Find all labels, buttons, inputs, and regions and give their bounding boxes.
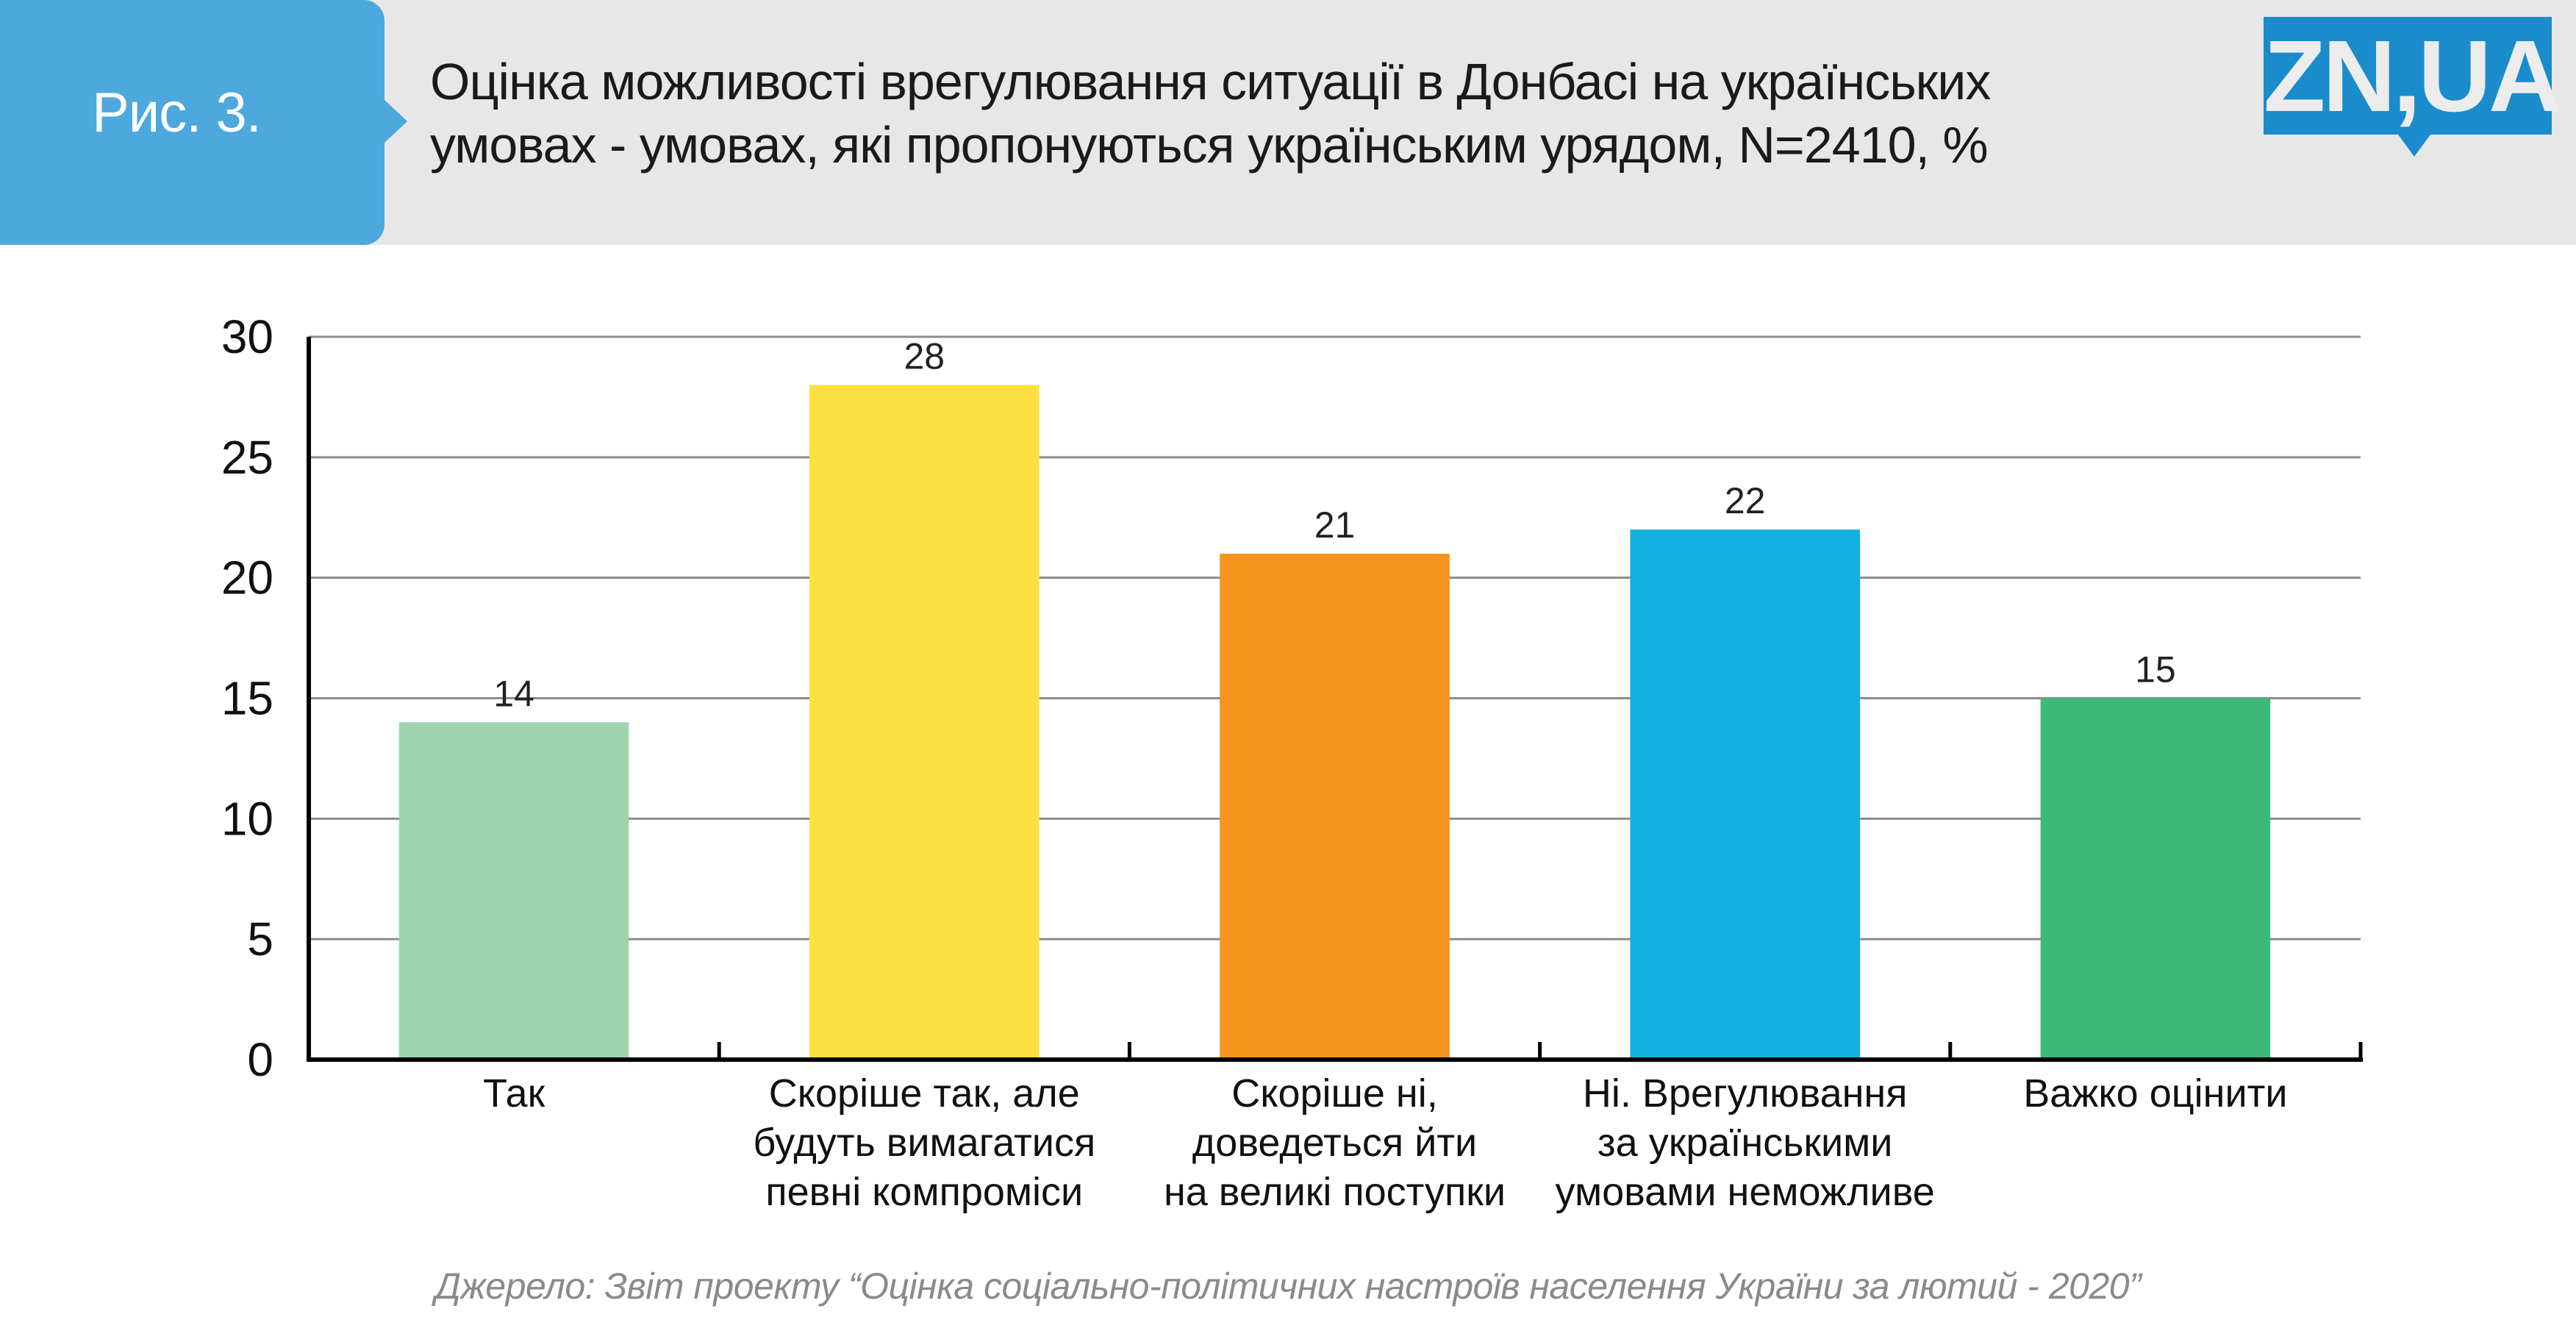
bar [1220, 553, 1450, 1060]
logo-text: ZN,UA [2264, 20, 2562, 133]
logo-speech-tail-icon [2398, 135, 2430, 157]
x-tick-label: Ні. Врегулювання [1583, 1071, 1908, 1116]
header: Рис. 3. Оцінка можливості врегулювання с… [0, 0, 2576, 245]
y-tick-label: 10 [221, 792, 273, 845]
y-tick-label: 20 [221, 552, 273, 604]
bars [398, 385, 2271, 1060]
zn-ua-logo: ZN,UA [2264, 17, 2562, 135]
x-tick-label: Так [483, 1071, 545, 1116]
chart-title: Оцінка можливості врегулювання ситуації … [430, 50, 2194, 176]
source-note: Джерело: Звіт проекту “Оцінка соціально-… [434, 1266, 2142, 1307]
x-tick-label: доведеться йти [1192, 1121, 1477, 1165]
y-tick-label: 15 [221, 672, 273, 725]
data-label: 28 [904, 336, 945, 377]
bar [2040, 698, 2271, 1060]
figure-label: Рис. 3. [92, 82, 262, 144]
figure-number-box: Рис. 3. [0, 0, 384, 245]
y-tick-label: 30 [221, 310, 273, 363]
y-tick-label: 25 [221, 431, 273, 484]
x-tick-label: будуть вимагатися [753, 1121, 1095, 1165]
data-label: 15 [2135, 649, 2176, 690]
bar [1630, 529, 1860, 1060]
figure-box-arrow-icon [384, 99, 407, 143]
bar [398, 722, 629, 1060]
x-tick-label: за українськими [1598, 1121, 1893, 1165]
chart-title-line: умовах - умовах, які пропонуються україн… [430, 116, 1989, 174]
y-tick-label: 5 [247, 913, 273, 966]
x-tick-label: на великі поступки [1164, 1170, 1506, 1214]
y-tick-labels: 0 5 10 15 20 25 30 [221, 310, 273, 1086]
category-labels: Так Скоріше так, але будуть вимагатися певн… [483, 1071, 2288, 1214]
x-tick-label: умовами неможливе [1556, 1170, 1935, 1214]
data-label: 14 [493, 673, 534, 714]
data-label: 21 [1314, 504, 1356, 546]
x-tick-label: певні компроміси [765, 1170, 1083, 1214]
axes [307, 337, 2363, 1062]
x-tick-label: Важко оцінити [2023, 1071, 2287, 1116]
x-tick-label: Скоріше так, але [769, 1071, 1080, 1116]
chart-title-line: Оцінка можливості врегулювання ситуації … [430, 53, 1991, 110]
y-tick-label: 0 [247, 1033, 273, 1086]
data-label: 22 [1725, 480, 1766, 521]
value-labels: 14 28 21 22 15 [493, 336, 2175, 715]
bar [809, 385, 1040, 1060]
x-tick-label: Скоріше ні, [1231, 1071, 1437, 1116]
